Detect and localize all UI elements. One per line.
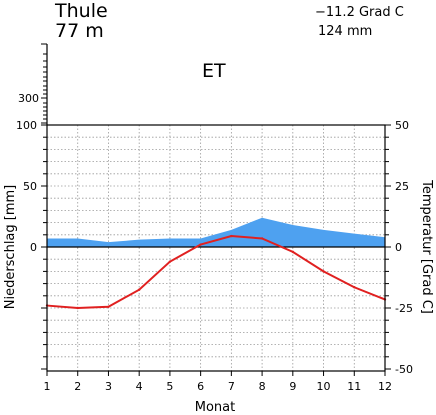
x-tick-label: 9: [289, 380, 296, 393]
temp-tick-label: 25: [395, 180, 409, 193]
annual-precipitation: 124 mm: [318, 24, 372, 39]
station-name: Thule: [54, 0, 108, 22]
temperature-point: [291, 250, 295, 254]
temperature-point: [168, 260, 172, 263]
precip-tick-label: 0: [30, 241, 37, 254]
climate-classification: ET: [202, 60, 226, 82]
temperature-point: [353, 286, 356, 289]
x-tick-label: 6: [197, 380, 204, 393]
temperature-point: [137, 288, 141, 291]
x-tick-label: 8: [259, 380, 266, 393]
temperature-line: [46, 235, 386, 310]
mean-temperature: −11.2 Grad C: [315, 5, 404, 20]
station-elevation: 77 m: [55, 20, 104, 42]
temperature-layer: [45, 234, 387, 310]
upper-precip-axis: [41, 43, 48, 125]
precipitation-layer: [47, 217, 385, 247]
x-tick-label: 1: [44, 380, 51, 393]
temperature-point: [322, 270, 325, 273]
precip-tick-label: 100: [16, 119, 37, 132]
left-axis-title: Niederschlag [mm]: [3, 185, 18, 310]
upper-precip-tick-label: 300: [18, 92, 39, 105]
temperature-point: [260, 237, 264, 240]
precipitation-area: [47, 217, 385, 247]
x-tick-label: 3: [105, 380, 112, 393]
x-tick-label: 4: [136, 380, 143, 393]
temperature-point: [76, 306, 79, 310]
x-tick-label: 10: [317, 380, 331, 393]
temperature-point: [230, 234, 233, 238]
temp-tick-label: -50: [395, 363, 413, 376]
grid-lines: [47, 125, 385, 371]
temp-tick-label: -25: [395, 302, 413, 315]
x-tick-label: 2: [74, 380, 81, 393]
temperature-point: [107, 305, 110, 308]
axis-ticks: [41, 124, 391, 376]
temp-tick-label: 0: [395, 241, 402, 254]
right-axis-title: Temperatur [Grad C]: [419, 179, 434, 314]
x-tick-label: 5: [166, 380, 173, 393]
temperature-point: [199, 243, 202, 246]
temp-tick-label: 50: [395, 119, 409, 132]
x-tick-label: 12: [378, 380, 392, 393]
x-axis-title: Monat: [195, 400, 235, 415]
x-tick-label: 7: [228, 380, 235, 393]
precip-tick-label: 50: [23, 180, 37, 193]
plot-frame: [46, 124, 386, 372]
x-tick-label: 11: [347, 380, 361, 393]
